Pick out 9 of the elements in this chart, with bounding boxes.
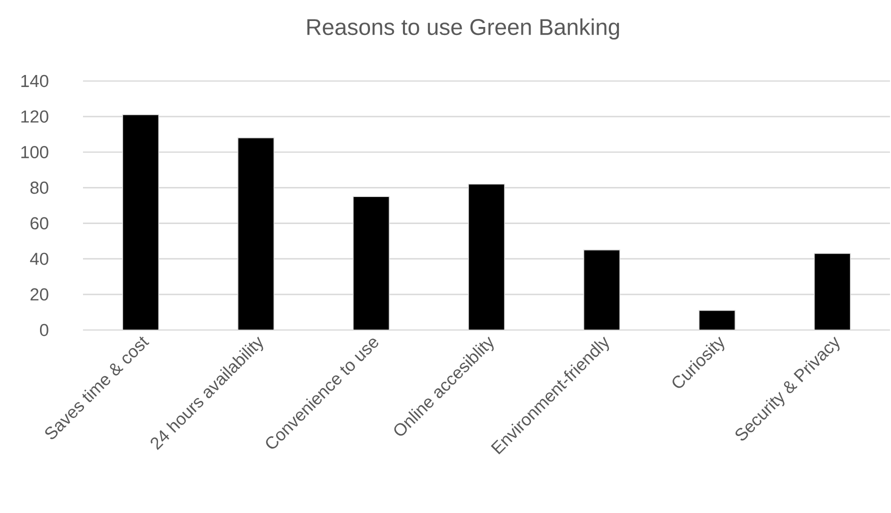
y-tick-label: 0 (40, 324, 48, 336)
y-tick-label: 20 (30, 288, 48, 301)
y-tick-label: 120 (21, 110, 48, 123)
y-tick-label: 60 (30, 217, 48, 230)
y-tick-label: 80 (30, 182, 48, 194)
y-tick-label: 140 (21, 74, 48, 88)
y-tick-label: 100 (21, 146, 48, 158)
y-tick-label: 40 (30, 252, 48, 265)
chart-title: Reasons to use Green Banking (307, 18, 619, 40)
